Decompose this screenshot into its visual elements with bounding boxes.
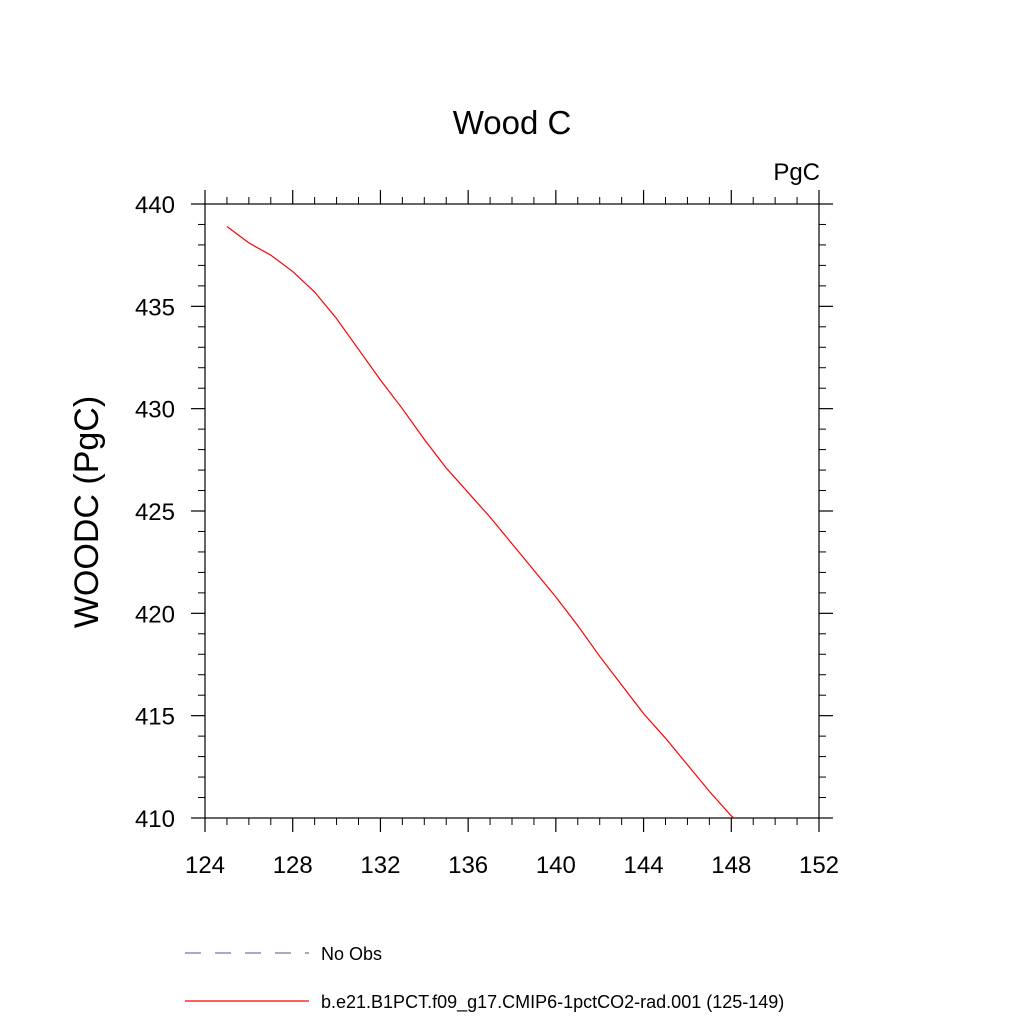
y-tick-label: 435 xyxy=(135,294,175,321)
x-tick-label: 124 xyxy=(185,852,225,879)
x-tick-label: 132 xyxy=(360,852,400,879)
y-tick-label: 430 xyxy=(135,397,175,424)
y-tick-label: 420 xyxy=(135,601,175,628)
legend-label: No Obs xyxy=(321,944,382,964)
chart-title: Wood C xyxy=(453,104,572,141)
x-tick-label: 128 xyxy=(273,852,313,879)
x-tick-label: 152 xyxy=(799,852,839,879)
legend-label: b.e21.B1PCT.f09_g17.CMIP6-1pctCO2-rad.00… xyxy=(321,992,784,1013)
x-tick-label: 136 xyxy=(448,852,488,879)
series-line-0 xyxy=(226,226,736,818)
axes: 124 128 132 136 140 144 148 152 410 415 420 425 430 4… xyxy=(135,190,839,879)
units-label: PgC xyxy=(773,159,820,186)
x-tick-label: 140 xyxy=(536,852,576,879)
plot-lines xyxy=(226,226,736,818)
y-tick-label: 415 xyxy=(135,704,175,731)
x-tick-label: 148 xyxy=(711,852,751,879)
x-tick-label: 144 xyxy=(624,852,664,879)
legend: No Obs b.e21.B1PCT.f09_g17.CMIP6-1pctCO2-… xyxy=(185,944,784,1013)
y-tick-label: 440 xyxy=(135,192,175,219)
y-tick-label: 410 xyxy=(135,806,175,833)
y-axis-label: WOODC (PgC) xyxy=(68,396,106,628)
y-tick-label: 425 xyxy=(135,499,175,526)
plot-frame xyxy=(204,203,820,819)
